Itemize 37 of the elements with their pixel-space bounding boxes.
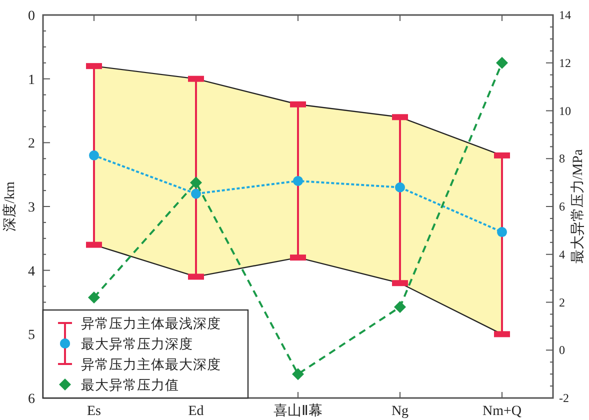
point	[497, 227, 507, 238]
y-tick-label: 3	[28, 200, 35, 216]
legend-label: 异常压力主体最浅深度	[81, 316, 221, 331]
y2-tick-label: 10	[559, 104, 571, 118]
y2-tick-label: 6	[559, 200, 565, 214]
point	[293, 176, 303, 186]
point	[89, 150, 99, 160]
x-tick-label: Es	[87, 404, 101, 419]
point	[190, 176, 202, 189]
point	[292, 368, 304, 380]
y-tick-label: 2	[28, 136, 35, 152]
y2-tick-label: 8	[559, 152, 565, 166]
legend-label: 异常压力主体最大深度	[81, 357, 221, 372]
y2-axis-title: 最大异常压力/MPa	[570, 148, 586, 264]
y-tick-label: 1	[28, 72, 35, 88]
point	[394, 301, 406, 314]
y-tick-label: 0	[28, 9, 35, 24]
x-tick-label: Ng	[391, 404, 409, 419]
y-tick-label: 4	[28, 264, 35, 280]
y-axis-title: 深度/km	[2, 182, 18, 232]
legend-label: 最大异常压力深度	[81, 336, 193, 352]
point	[191, 188, 201, 199]
x-tick-label: Nm+Q	[482, 404, 522, 419]
x-tick-label: 喜山Ⅱ幕	[274, 403, 322, 419]
point	[88, 291, 100, 304]
x-tick-label: Ed	[188, 404, 204, 419]
y-tick-label: 6	[28, 392, 35, 407]
y2-tick-label: 12	[559, 56, 571, 70]
point	[395, 182, 405, 192]
point	[496, 56, 508, 69]
y2-tick-label: 14	[559, 8, 571, 22]
y2-tick-label: -2	[559, 391, 569, 405]
y2-tick-label: 2	[559, 295, 565, 310]
legend-label: 最大异常压力值	[81, 378, 179, 392]
y2-tick-label: 4	[559, 247, 565, 262]
y-tick-label: 5	[28, 328, 35, 344]
y2-tick-label: 0	[559, 343, 565, 358]
